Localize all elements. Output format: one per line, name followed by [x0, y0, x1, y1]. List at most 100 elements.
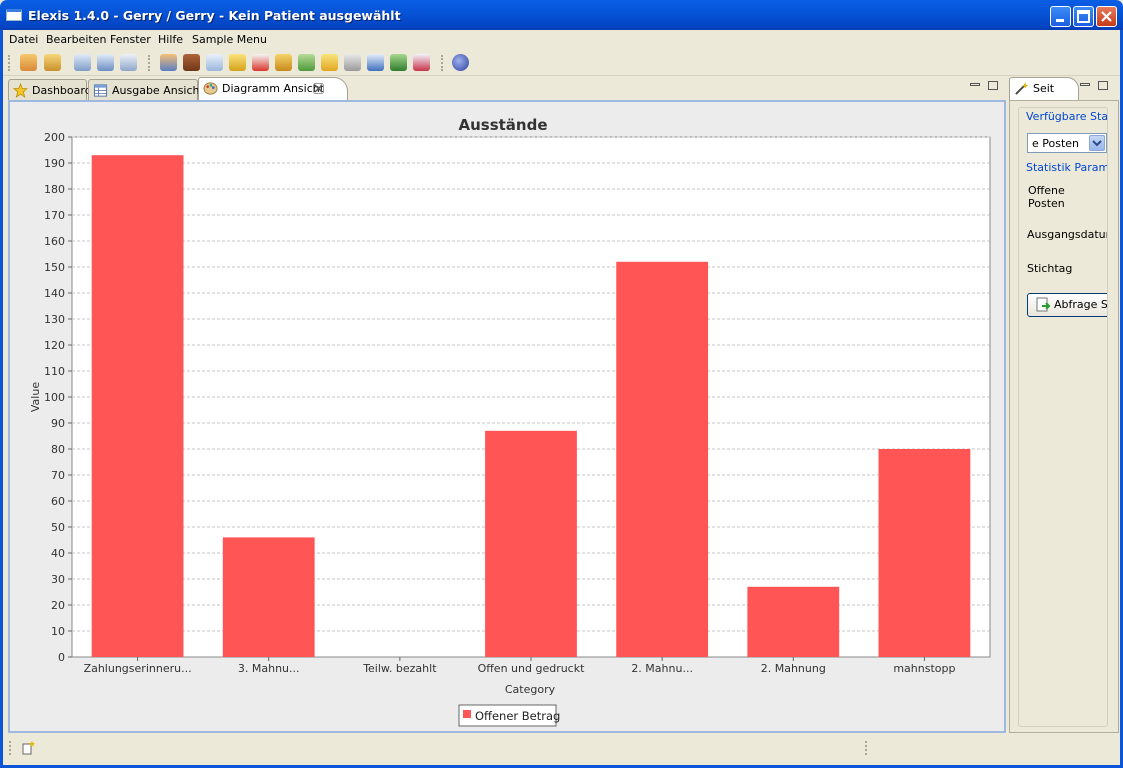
chart-line-icon[interactable]: [413, 54, 430, 71]
window-frame-left: [0, 30, 3, 768]
graph-icon[interactable]: [367, 54, 384, 71]
home-icon[interactable]: [20, 54, 37, 71]
x-tick-label: Teilw. bezahlt: [362, 662, 437, 675]
planet-icon[interactable]: [452, 54, 469, 71]
chevron-down-icon: [1092, 140, 1102, 147]
menu-bearbeiten[interactable]: Bearbeiten: [46, 33, 107, 46]
window2-icon[interactable]: [97, 54, 114, 71]
y-tick-label: 100: [44, 391, 65, 404]
maximize-button[interactable]: [1073, 6, 1094, 27]
sync-icon[interactable]: [44, 54, 61, 71]
y-tick-label: 160: [44, 235, 65, 248]
statistics-select[interactable]: e Posten: [1027, 133, 1107, 153]
maximize-icon: [1077, 10, 1090, 23]
y-tick-label: 20: [51, 599, 65, 612]
y-tick-label: 0: [58, 651, 65, 664]
y-tick-label: 30: [51, 573, 65, 586]
y-tick-label: 60: [51, 495, 65, 508]
side-minimize-icon[interactable]: [1080, 83, 1090, 86]
bar: [747, 586, 840, 657]
dropdown-button[interactable]: [1089, 135, 1105, 151]
menu-datei[interactable]: Datei: [9, 33, 39, 46]
legend-label: Offener Betrag: [475, 709, 560, 723]
maximize-view-icon[interactable]: [988, 81, 998, 90]
menu-sample[interactable]: Sample Menu: [192, 33, 267, 46]
bar: [485, 430, 577, 657]
legend: Offener Betrag: [458, 704, 560, 727]
money-icon[interactable]: [298, 54, 315, 71]
bar: [878, 449, 971, 657]
minimize-button[interactable]: [1050, 6, 1071, 27]
y-tick-label: 90: [51, 417, 65, 430]
query-button-label: Abfrage S: [1054, 298, 1108, 311]
status-bar: [3, 736, 1120, 765]
bars: [91, 155, 971, 657]
table-icon: [93, 84, 108, 97]
run-query-icon: [1036, 297, 1051, 312]
menu-fenster[interactable]: Fenster: [110, 33, 151, 46]
y-tick-label: 70: [51, 469, 65, 482]
statistics-select-value: e Posten: [1032, 137, 1080, 150]
bar: [91, 155, 184, 657]
window3-icon[interactable]: [120, 54, 137, 71]
tab-dashboard-label: Dashboard: [32, 84, 92, 97]
param-offene-label-1: Offene: [1028, 184, 1065, 197]
bar-chart: Ausstände 0 10 20 30 40 50 60 70 80 90 100 110 120 13…: [29, 116, 991, 727]
param-stichtag-label: Stichtag: [1027, 262, 1073, 275]
bar: [222, 537, 315, 657]
side-maximize-icon[interactable]: [1098, 81, 1108, 90]
cart-icon[interactable]: [344, 54, 361, 71]
y-tick-label: 200: [44, 131, 65, 144]
y-tick-label: 130: [44, 313, 65, 326]
close-tab-icon[interactable]: [313, 83, 324, 94]
tab-side-view[interactable]: Seit: [1009, 77, 1079, 100]
y-tick-label: 190: [44, 157, 65, 170]
y-tick-label: 50: [51, 521, 65, 534]
menu-hilfe[interactable]: Hilfe: [158, 33, 184, 46]
window-title: Elexis 1.4.0 - Gerry / Gerry - Kein Pati…: [28, 8, 401, 23]
window-icon[interactable]: [74, 54, 91, 71]
fast-view-icon[interactable]: [21, 740, 37, 756]
y-axis-ticks: 0 10 20 30 40 50 60 70 80 90 100 110 120 130 140 150 160…: [44, 131, 72, 664]
menu-bar: Datei Bearbeiten Fenster Hilfe Sample Me…: [3, 30, 1120, 49]
query-button[interactable]: Abfrage S: [1027, 293, 1108, 317]
main-toolbar: [3, 50, 1120, 76]
toolbar-grip-3: [441, 55, 443, 71]
minimize-icon: [1056, 19, 1064, 22]
tab-ausgabe-ansicht-label: Ausgabe Ansicht: [112, 84, 204, 97]
tab-diagramm-ansicht[interactable]: Diagramm Ansicht: [198, 77, 348, 100]
x-tick-label: 2. Mahnung: [761, 662, 826, 675]
statusbar-grip: [9, 741, 11, 755]
editor-tabbar: Dashboard Ausgabe Ansicht Diagramm Ansic…: [8, 77, 1006, 101]
y-tick-label: 140: [44, 287, 65, 300]
pill-icon[interactable]: [252, 54, 269, 71]
y-axis-label: Value: [29, 382, 42, 412]
param-ausgangsdatum-label: Ausgangsdatur: [1027, 228, 1108, 241]
tab-ausgabe-ansicht[interactable]: Ausgabe Ansicht: [88, 79, 204, 100]
y-tick-label: 180: [44, 183, 65, 196]
patient-icon[interactable]: [160, 54, 177, 71]
book-icon[interactable]: [183, 54, 200, 71]
legend-box: [458, 704, 557, 727]
window-titlebar: Elexis 1.4.0 - Gerry / Gerry - Kein Pati…: [0, 0, 1123, 30]
side-view-tabbar: Seit: [1009, 77, 1119, 101]
y-tick-label: 150: [44, 261, 65, 274]
wand-icon: [1015, 81, 1029, 95]
minimize-view-icon[interactable]: [970, 83, 980, 86]
param-offene-label-2: Posten: [1028, 197, 1065, 210]
close-button[interactable]: [1096, 6, 1117, 27]
y-tick-label: 40: [51, 547, 65, 560]
statusbar-grip-2: [865, 741, 867, 755]
mail-icon[interactable]: [206, 54, 223, 71]
coins-icon[interactable]: [229, 54, 246, 71]
available-statistics-title: Verfügbare Statis: [1026, 110, 1108, 123]
globe-icon[interactable]: [390, 54, 407, 71]
pencil-icon[interactable]: [321, 54, 338, 71]
y-tick-label: 120: [44, 339, 65, 352]
x-tick-label: Offen und gedruckt: [478, 662, 586, 675]
tab-dashboard[interactable]: Dashboard: [8, 79, 92, 100]
syringe-icon[interactable]: [275, 54, 292, 71]
statistics-form: Verfügbare Statis e Posten Statistik Par…: [1018, 107, 1108, 727]
y-tick-label: 170: [44, 209, 65, 222]
x-tick-label: 2. Mahnu...: [631, 662, 693, 675]
